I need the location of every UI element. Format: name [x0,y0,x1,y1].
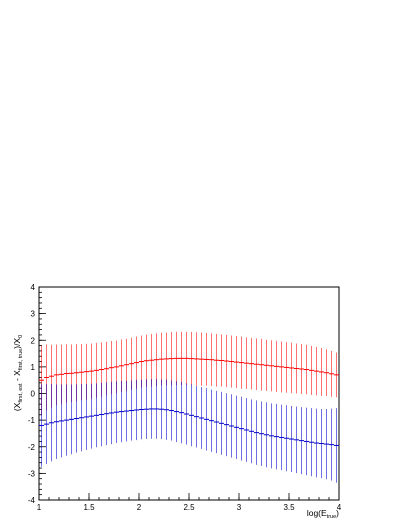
y-tick-label: -4 [28,496,36,505]
y-tick-label: 3 [31,310,36,319]
y-tick-label: -2 [28,443,36,452]
series-2 [39,379,339,483]
y-tick-label: 2 [31,336,36,345]
x-tick-label: 1.5 [83,503,95,512]
x-tick-label: 3.5 [283,503,295,512]
y-tick-label: -1 [28,416,36,425]
y-axis-title: (Xfirst, est - Xfirst, true)/X0 [12,335,24,411]
series-layer [39,331,339,483]
plot-frame [38,286,340,501]
y-tick-label: 4 [31,283,36,292]
y-tick-label: -3 [28,469,36,478]
x-tick-label: 2 [137,503,142,512]
y-axis-ticks: -4 -3 -2 -1 0 1 2 3 4 [28,283,46,505]
x-tick-label: 3 [237,503,242,512]
series-1 [39,331,339,415]
x-axis-ticks: 1 1.5 2 2.5 3 3.5 4 [37,493,342,512]
x-tick-label: 1 [37,503,42,512]
x-tick-label: 2.5 [183,503,195,512]
x-axis-title: log(Etrue) [307,508,339,520]
y-tick-label: 0 [31,390,36,399]
y-tick-label: 1 [31,363,36,372]
x-tick-label: 4 [337,503,342,512]
